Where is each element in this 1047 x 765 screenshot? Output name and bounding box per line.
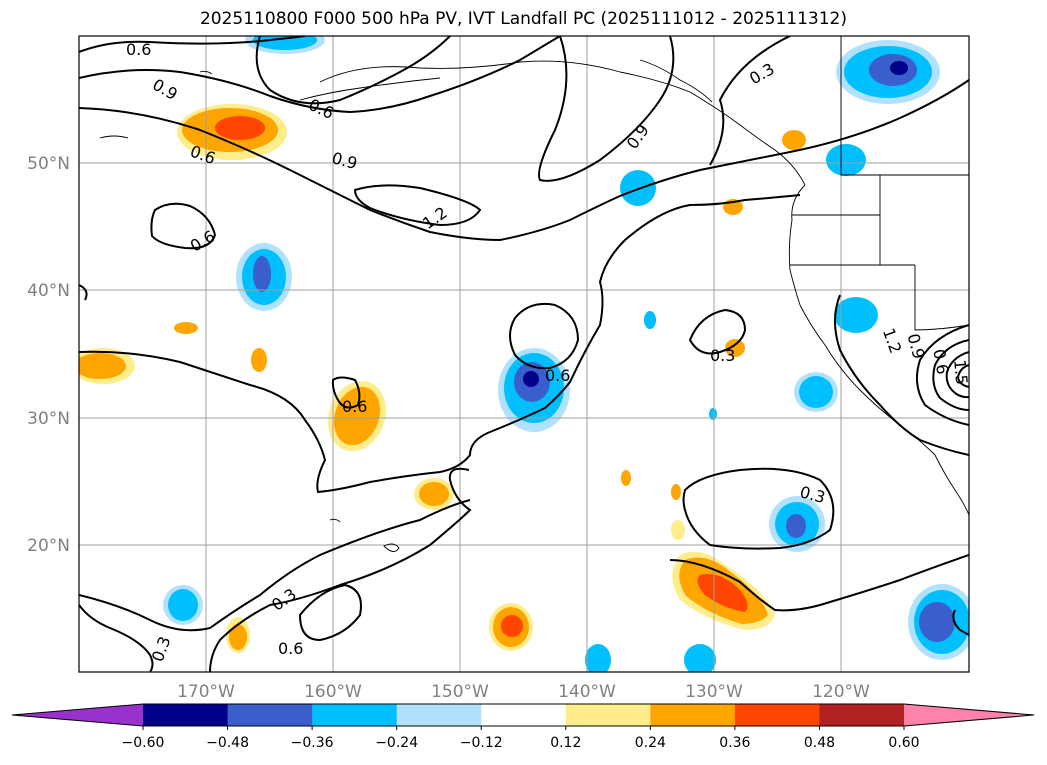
negative-anomaly — [684, 644, 716, 672]
positive-anomaly — [671, 484, 681, 500]
contour-label: 0.6 — [545, 366, 570, 385]
positive-anomaly — [671, 520, 685, 540]
positive-anomaly — [501, 615, 523, 637]
lat-label: 40°N — [27, 281, 70, 301]
colorbar-bin — [650, 704, 736, 726]
contour-label: 0.6 — [126, 40, 151, 59]
negative-anomaly — [786, 514, 806, 538]
colorbar-tick-label: −0.24 — [375, 735, 418, 751]
negative-anomaly — [523, 371, 539, 387]
positive-anomaly — [782, 130, 806, 150]
negative-anomaly — [253, 256, 271, 292]
colorbar-bin — [565, 704, 651, 726]
lon-label: 170°W — [177, 682, 235, 702]
negative-anomaly — [620, 170, 656, 206]
coastlines — [99, 36, 969, 552]
positive-anomaly — [333, 386, 381, 446]
lat-label: 30°N — [27, 409, 70, 429]
negative-anomaly — [709, 408, 717, 420]
lon-label: 140°W — [558, 682, 616, 702]
contour-label: 0.6 — [929, 348, 952, 376]
colorbar-tick-label: 0.48 — [804, 735, 835, 751]
longitude-labels: 170°W 160°W 150°W 140°W 130°W 120°W — [177, 682, 870, 702]
positive-anomaly — [229, 624, 247, 650]
colorbar-tick-label: 0.60 — [888, 735, 919, 751]
latitude-labels: 50°N 40°N 30°N 20°N — [27, 154, 70, 556]
colorbar: −0.60 −0.48 −0.36 −0.24 −0.12 0.12 0.24 0.36 0.4… — [11, 703, 1035, 751]
colorbar-tick-label: −0.36 — [291, 735, 334, 751]
colorbar-tick-label: 0.36 — [719, 735, 750, 751]
positive-anomaly — [79, 353, 126, 379]
negative-anomaly — [644, 311, 656, 329]
lon-label: 130°W — [685, 682, 743, 702]
colorbar-bin — [819, 704, 905, 726]
contour-label: 0.3 — [710, 346, 735, 365]
colorbar-bin — [227, 704, 313, 726]
colorbar-bin — [481, 704, 567, 726]
negative-anomaly — [799, 376, 833, 408]
negative-anomaly — [826, 144, 866, 176]
colorbar-tick-label: −0.48 — [206, 735, 249, 751]
lon-label: 160°W — [304, 682, 362, 702]
lon-label: 120°W — [812, 682, 870, 702]
colorbar-bin — [734, 704, 820, 726]
negative-anomaly — [919, 602, 955, 642]
negative-anomaly — [585, 644, 611, 672]
negative-anomaly — [890, 61, 908, 75]
contour-label: 0.6 — [278, 639, 303, 658]
colorbar-tick-label: −0.60 — [122, 735, 165, 751]
colorbar-bin — [396, 704, 482, 726]
positive-anomaly — [215, 116, 265, 140]
shaded-field — [79, 36, 969, 672]
colorbar-under-extension — [12, 704, 143, 726]
positive-anomaly — [419, 482, 449, 506]
positive-anomaly — [725, 339, 745, 357]
colorbar-bin — [312, 704, 398, 726]
lon-label: 150°W — [431, 682, 489, 702]
map-title: 2025110800 F000 500 hPa PV, IVT Landfall… — [199, 9, 847, 29]
lat-label: 50°N — [27, 154, 70, 174]
colorbar-tick-label: 0.24 — [635, 735, 666, 751]
positive-anomaly — [621, 470, 631, 486]
map-frame — [78, 35, 970, 673]
positive-anomaly — [174, 322, 198, 334]
lat-label: 20°N — [27, 536, 70, 556]
contour-label: 0.6 — [342, 397, 367, 416]
negative-anomaly — [168, 589, 198, 621]
positive-anomaly — [697, 574, 748, 612]
positive-anomaly — [251, 348, 267, 372]
colorbar-bin — [143, 704, 229, 726]
negative-anomaly — [834, 297, 878, 333]
pv-contours — [79, 36, 969, 672]
contour-label: 1.5 — [950, 359, 971, 386]
colorbar-tick-label: 0.12 — [550, 735, 581, 751]
colorbar-tick-label: −0.12 — [460, 735, 503, 751]
colorbar-over-extension — [904, 704, 1034, 726]
